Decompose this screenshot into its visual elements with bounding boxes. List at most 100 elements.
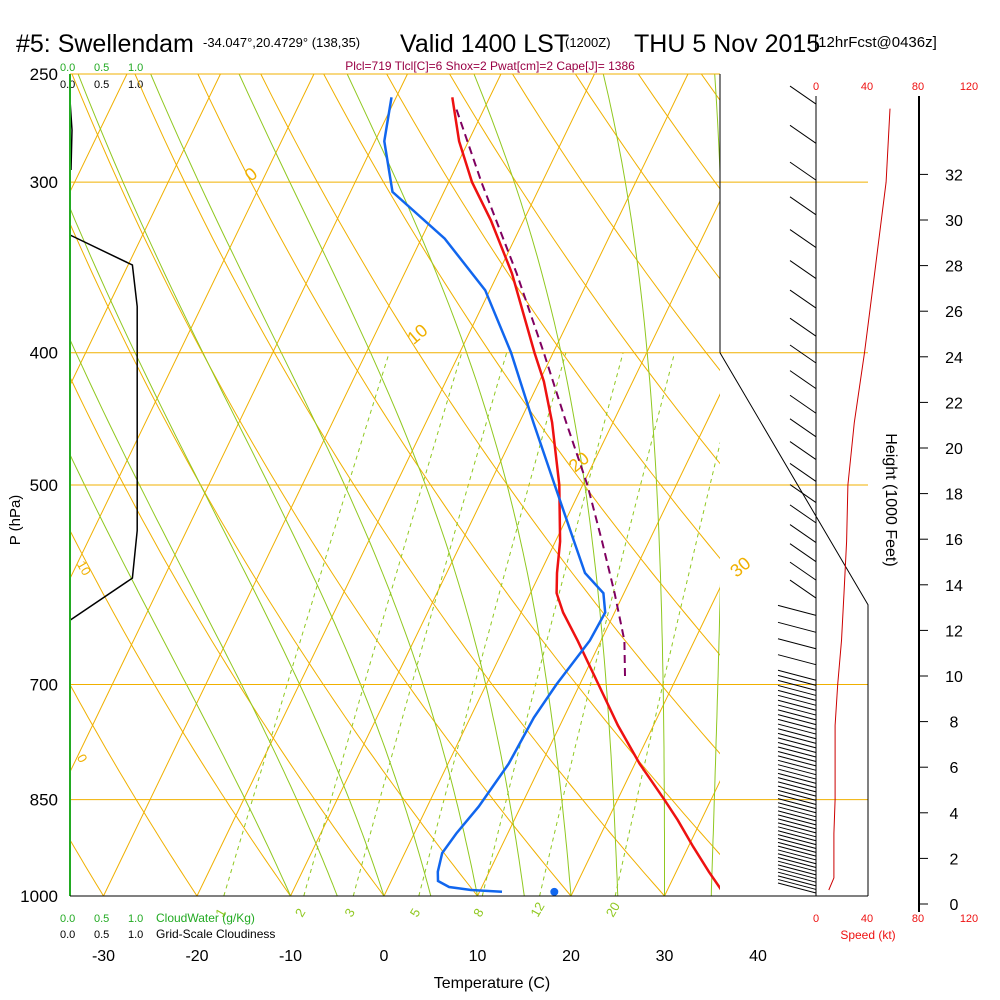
mixing-ratio-line xyxy=(614,441,720,896)
dry-adiabat-line xyxy=(71,74,572,896)
wind-barb xyxy=(789,317,817,337)
cloudiness-tick: 0.0 xyxy=(60,79,75,91)
wind-barb xyxy=(777,764,817,776)
speed-scale: 0 40 80 120 0 40 80 120 Speed (kt) xyxy=(813,81,978,942)
height-tick-label: 26 xyxy=(945,304,963,321)
dry-adiabat-line xyxy=(134,74,665,896)
axes: -30 -20 -10 0 10 20 30 402503004005007008501000… xyxy=(20,65,963,965)
height-tick-label: 10 xyxy=(945,669,963,686)
height-tick-label: 24 xyxy=(945,350,963,367)
wind-barb xyxy=(789,344,817,364)
cloudiness-tick: 1.0 xyxy=(128,79,143,91)
x-tick-label: -10 xyxy=(279,948,302,965)
x-tick-label: 40 xyxy=(749,948,767,965)
wind-barb xyxy=(777,750,817,762)
wind-barb xyxy=(777,860,817,872)
wind-barb xyxy=(777,772,817,784)
y-tick-label: 1000 xyxy=(20,887,58,906)
height-axis-title: Height (1000 Feet) xyxy=(882,433,899,566)
wind-barb xyxy=(777,841,817,853)
wind-barb xyxy=(777,689,817,701)
wind-barb xyxy=(777,741,817,753)
wind-barb xyxy=(789,463,817,482)
speed-axis-label: Speed (kt) xyxy=(840,928,895,942)
moist-adiabat-line xyxy=(710,74,720,896)
x-tick-label: -30 xyxy=(92,948,115,965)
height-tick-label: 22 xyxy=(945,395,963,412)
wind-speed-line xyxy=(828,108,891,891)
isotherm-label: 10 xyxy=(74,558,94,578)
cloudiness-profile xyxy=(69,99,138,621)
wind-barb xyxy=(777,621,817,633)
mixing-ratio-label: 5 xyxy=(407,906,424,920)
height-tick-label: 14 xyxy=(945,578,963,595)
wind-barb xyxy=(777,838,817,849)
speed-tick: 120 xyxy=(960,913,978,925)
wind-barb xyxy=(777,714,817,726)
wind-barb xyxy=(777,699,817,711)
isotherm-label: 0 xyxy=(74,751,91,765)
wind-barb xyxy=(777,864,817,876)
wind-barb xyxy=(777,704,817,716)
wind-barb xyxy=(777,694,817,706)
height-tick-label: 28 xyxy=(945,259,963,276)
moist-adiabat-line xyxy=(77,74,432,896)
speed-tick: 80 xyxy=(912,913,924,925)
isotherm-line xyxy=(70,74,221,387)
valid-time: Valid 1400 LST xyxy=(400,30,569,58)
y-tick-label: 250 xyxy=(30,65,58,84)
sounding-profiles xyxy=(383,97,720,896)
moist-adiabat-line xyxy=(70,206,385,896)
stability-indices: Plcl=719 Tlcl[C]=6 Shox=2 Pwat[cm]=2 Cap… xyxy=(345,59,635,73)
wind-barb xyxy=(789,394,817,414)
wind-barb xyxy=(777,878,817,890)
moist-adiabat-line xyxy=(70,453,291,896)
y-tick-label: 500 xyxy=(30,476,58,495)
dewpoint-line xyxy=(383,97,607,894)
wind-barb xyxy=(777,781,817,793)
wind-barb xyxy=(777,669,817,681)
height-tick-label: 0 xyxy=(950,897,959,914)
wind-barb xyxy=(789,561,817,581)
height-tick-label: 20 xyxy=(945,441,963,458)
dry-adiabat-line xyxy=(323,74,720,656)
wind-barb xyxy=(777,638,817,650)
wind-barb xyxy=(777,834,817,846)
height-tick-label: 30 xyxy=(945,213,963,230)
bottom-left-scales: 0.0 0.5 1.0 CloudWater (g/Kg) 0.0 0.5 1.… xyxy=(60,911,275,941)
wind-barb xyxy=(777,709,817,721)
isotherm-line xyxy=(0,74,33,896)
station-coords: -34.047°,20.4729° (138,35) xyxy=(203,35,360,50)
wind-barb xyxy=(789,289,817,309)
wind-barb xyxy=(789,85,817,105)
wind-barb xyxy=(789,124,817,144)
cloudiness-tick: 1.0 xyxy=(128,929,143,941)
wind-barb xyxy=(777,810,817,822)
y-tick-label: 700 xyxy=(30,676,58,695)
wind-barb xyxy=(777,674,817,686)
dry-adiabat-line xyxy=(449,74,720,465)
mixing-ratio-line xyxy=(418,352,567,896)
wind-barb xyxy=(777,684,817,696)
zulu-time: (1200Z) xyxy=(565,35,611,50)
valid-date: THU 5 Nov 2015 xyxy=(634,30,820,58)
speed-tick: 0 xyxy=(813,913,819,925)
cloudwater-tick: 0.5 xyxy=(94,62,109,74)
wind-barb xyxy=(777,871,817,883)
x-tick-label: 0 xyxy=(380,948,389,965)
wind-barb xyxy=(777,856,817,868)
wind-barb xyxy=(777,830,817,842)
wind-barb xyxy=(777,849,817,861)
wind-barb xyxy=(777,755,817,767)
cloudwater-tick: 0.0 xyxy=(60,62,75,74)
height-tick-label: 8 xyxy=(950,715,959,732)
mixing-ratio-line xyxy=(223,352,390,896)
wind-barb xyxy=(777,728,817,740)
cloudwater-tick: 1.0 xyxy=(128,913,143,925)
wind-barb xyxy=(789,418,817,438)
height-tick-label: 32 xyxy=(945,167,963,184)
speed-tick: 0 xyxy=(813,81,819,93)
wind-barb xyxy=(777,777,817,789)
speed-tick: 40 xyxy=(861,81,873,93)
